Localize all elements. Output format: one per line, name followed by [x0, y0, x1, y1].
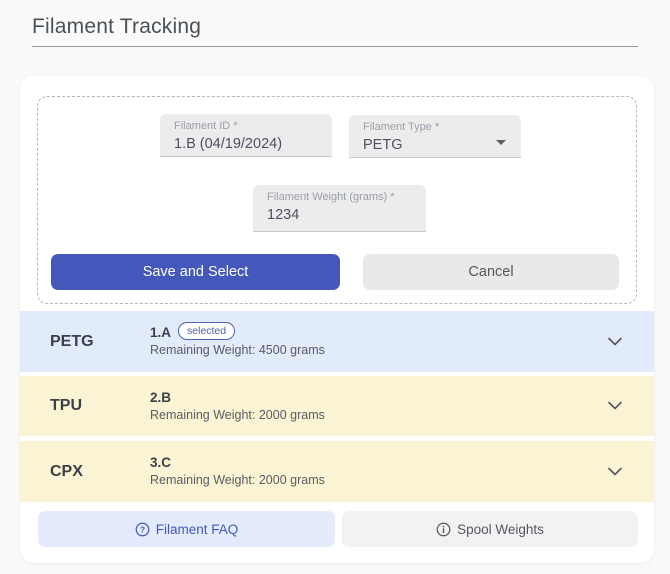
- svg-text:?: ?: [140, 525, 145, 534]
